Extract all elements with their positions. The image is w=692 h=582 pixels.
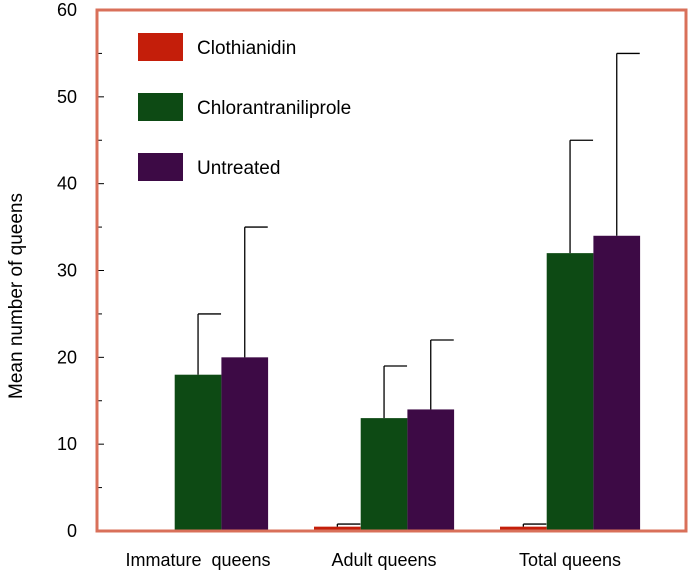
- bar-clothianidin: [500, 526, 547, 531]
- legend-item: Untreated: [138, 153, 280, 181]
- y-tick-label: 20: [57, 347, 77, 367]
- legend-label: Chlorantraniliprole: [197, 98, 351, 119]
- x-category-label: Total queens: [519, 550, 621, 570]
- plot-border: [95, 8, 688, 533]
- bar-chlorantraniliprole: [174, 374, 222, 531]
- bars: [174, 235, 641, 531]
- y-tick-label: 0: [67, 521, 77, 541]
- legend-label: Untreated: [197, 158, 280, 179]
- error-bars: [197, 52, 640, 527]
- legend-swatch: [138, 33, 183, 61]
- legend-swatch: [138, 93, 183, 121]
- y-tick-label: 60: [57, 0, 77, 20]
- category-labels: Immature queens Adult queens Total queens: [125, 550, 621, 570]
- legend-label: Clothianidin: [197, 38, 296, 59]
- y-tick-label: 50: [57, 87, 77, 107]
- y-axis-title: Mean number of queens: [6, 193, 27, 399]
- y-tick-label: 10: [57, 434, 77, 454]
- bar-untreated: [221, 357, 269, 531]
- x-category-label: Immature queens: [125, 550, 270, 570]
- legend-item: Clothianidin: [138, 33, 296, 61]
- plot-frame: [95, 8, 688, 533]
- bar-chlorantraniliprole: [546, 253, 594, 531]
- bar-clothianidin: [314, 526, 361, 531]
- y-tick-label: 30: [57, 261, 77, 281]
- y-tick-label: 40: [57, 174, 77, 194]
- x-category-label: Adult queens: [331, 550, 436, 570]
- bar-untreated: [593, 235, 641, 531]
- legend-item: Chlorantraniliprole: [138, 93, 351, 121]
- bar-chlorantraniliprole: [360, 418, 408, 531]
- legend: Clothianidin Chlorantraniliprole Untreated: [138, 33, 351, 181]
- bar-untreated: [407, 409, 455, 531]
- legend-swatch: [138, 153, 183, 181]
- y-axis: 0 10 20 30 40 50 60: [57, 0, 104, 541]
